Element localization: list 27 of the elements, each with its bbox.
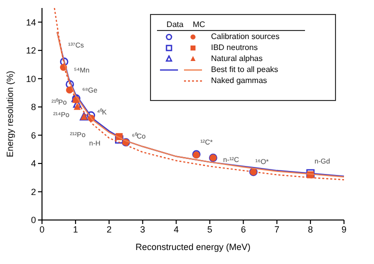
- x-tick-label: 6: [240, 224, 246, 234]
- y-tick-label: 0: [30, 215, 36, 226]
- x-tick-label: 5: [207, 224, 212, 234]
- legend-label: Best fit to all peaks: [211, 64, 278, 75]
- annotation: Data: [166, 19, 184, 30]
- legend-label: Calibration sources: [211, 31, 280, 42]
- x-tick-label: 3: [140, 224, 146, 234]
- y-tick-label: 2: [30, 186, 36, 197]
- legend-label: Natural alphas: [211, 53, 263, 64]
- y-tick-label: 10: [26, 74, 36, 84]
- y-tick-label: 12: [26, 46, 36, 56]
- y-tick-label: 4: [30, 158, 36, 169]
- x-tick-label: 1: [73, 224, 78, 234]
- legend-label: IBD neutrons: [211, 42, 258, 53]
- x-tick-label: 8: [308, 224, 313, 234]
- x-tick-label: 4: [174, 224, 179, 234]
- annotation: MC: [192, 19, 206, 30]
- x-tick-label: 2: [106, 224, 112, 234]
- x-tick-label: 9: [341, 224, 347, 234]
- y-tick-label: 8: [30, 102, 36, 112]
- x-axis-title: Reconstructed energy (MeV): [135, 242, 251, 252]
- legend-label: Naked gammas: [211, 75, 268, 86]
- x-tick-label: 0: [39, 224, 45, 234]
- x-tick-label: 7: [274, 224, 280, 234]
- y-axis-title: Energy resolution (%): [5, 70, 16, 158]
- y-tick-label: 6: [30, 130, 36, 140]
- y-tick-label: 14: [26, 17, 36, 28]
